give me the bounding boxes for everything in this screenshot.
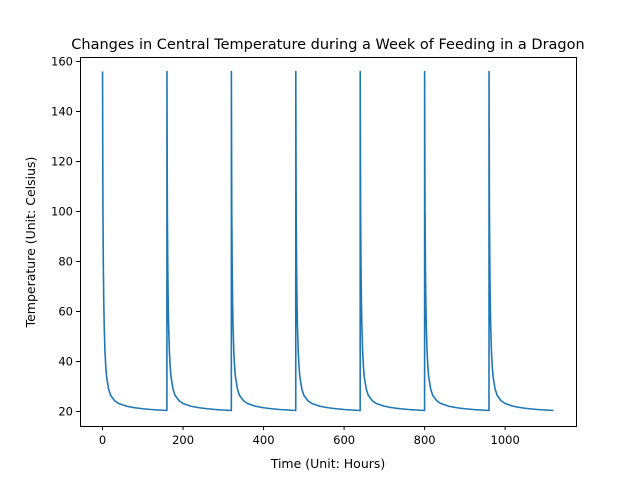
plot-area-frame <box>80 57 577 427</box>
x-tick-label: 600 <box>333 433 355 447</box>
x-tick-label: 200 <box>172 433 194 447</box>
y-tick-label: 20 <box>58 405 73 419</box>
y-tick-label: 120 <box>51 155 73 169</box>
x-axis-label: Time (Unit: Hours) <box>270 456 386 471</box>
x-tick-label: 0 <box>99 433 106 447</box>
x-tick-label: 1000 <box>491 433 520 447</box>
series-line-temperature <box>101 70 554 412</box>
x-tick-label: 800 <box>414 433 436 447</box>
x-tick-label: 400 <box>253 433 275 447</box>
y-axis-label: Temperature (Unit: Celsius) <box>23 157 38 329</box>
chart-title: Changes in Central Temperature during a … <box>71 37 584 53</box>
y-tick-label: 80 <box>58 255 73 269</box>
y-tick-label: 100 <box>51 205 73 219</box>
y-tick-label: 160 <box>51 55 73 69</box>
x-axis: 0 200 400 600 800 1000 <box>99 426 520 447</box>
y-tick-label: 60 <box>58 305 73 319</box>
y-tick-label: 40 <box>58 355 73 369</box>
y-axis: 20 40 60 80 100 120 140 160 <box>51 55 80 419</box>
y-tick-label: 140 <box>51 105 73 119</box>
